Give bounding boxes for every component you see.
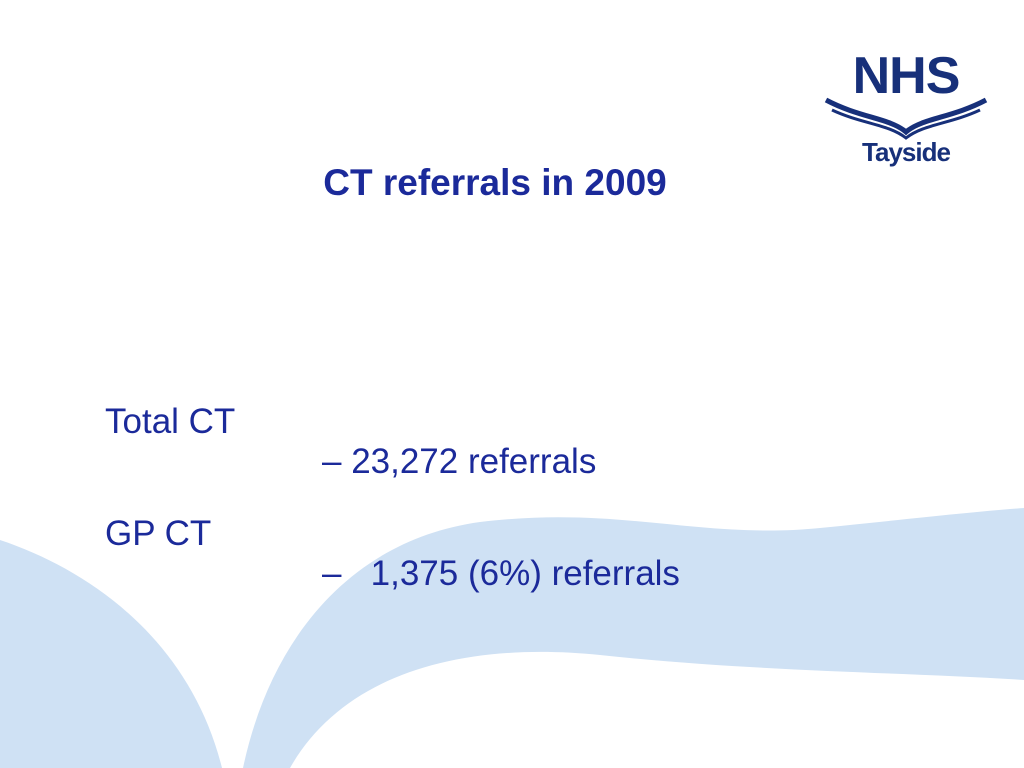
item-text: – 1,375 (6%) referrals [322,554,680,593]
item-label: GP CT [105,514,212,553]
item-row: Total CT – 23,272 referrals [105,362,596,482]
wave-left [0,540,222,768]
wave-main [243,508,1024,768]
logo-brand: NHS [852,47,961,105]
logo-wave [824,97,988,136]
logo-region: Tayside [862,137,951,167]
item-row: GP CT – 1,375 (6%) referrals [105,474,680,594]
logo-wave [831,108,981,140]
item-text: – 23,272 referrals [322,442,597,481]
item-label: Total CT [105,402,236,441]
slide-title: CT referrals in 2009 [323,162,667,203]
